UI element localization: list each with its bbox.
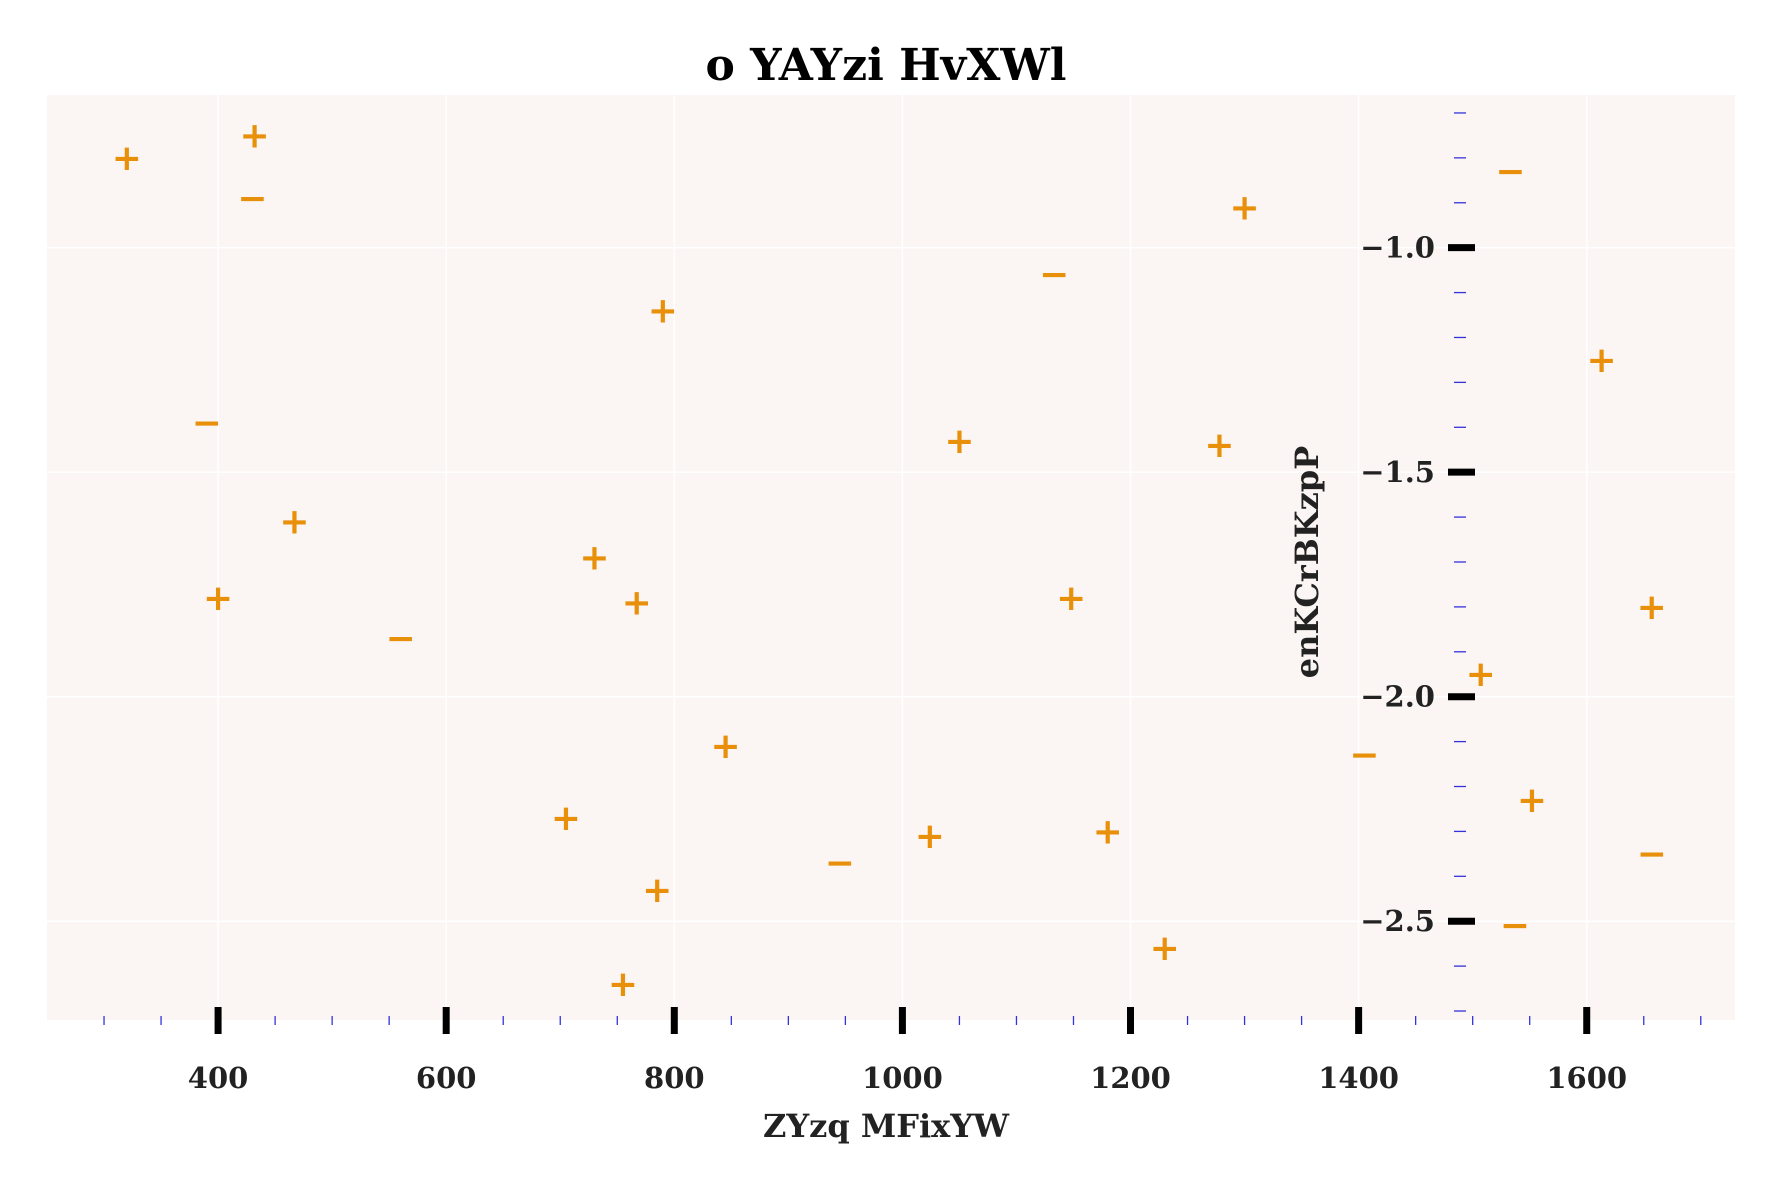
- plus-marker: +: [579, 538, 609, 579]
- plus-marker: +: [1093, 811, 1123, 852]
- minus-marker: −: [1039, 255, 1069, 296]
- plus-marker: +: [944, 421, 974, 462]
- x-tick-label: 600: [416, 1061, 477, 1095]
- plus-marker: +: [239, 115, 269, 156]
- y-tick-label: −2.5: [1360, 904, 1435, 938]
- minus-marker: −: [1495, 151, 1525, 192]
- x-tick-label: 1600: [1546, 1061, 1627, 1095]
- plus-marker: +: [1517, 780, 1547, 821]
- plus-marker: +: [551, 798, 581, 839]
- minus-marker: −: [1349, 735, 1379, 776]
- plus-marker: +: [608, 964, 638, 1005]
- x-tick-label: 1000: [862, 1061, 943, 1095]
- plus-marker: +: [642, 870, 672, 911]
- x-tick-label: 800: [644, 1061, 705, 1095]
- y-axis-ticks: −1.0 −1.5 −2.0 −2.5: [1360, 112, 1475, 1012]
- plus-marker: +: [1056, 578, 1086, 619]
- minus-marker: −: [1637, 834, 1667, 875]
- y-tick-label: −2.0: [1360, 680, 1435, 714]
- minus-marker: −: [192, 403, 222, 444]
- plot-background: [47, 95, 1735, 1020]
- chart-title: o YAYzi HvXWl: [705, 40, 1066, 91]
- x-tick-label: 1400: [1318, 1061, 1399, 1095]
- plus-marker: +: [1150, 928, 1180, 969]
- data-points: + + − − + + − + + + + + + + − + + − + + + + + − − + + + − + −: [112, 115, 1667, 1005]
- minus-marker: −: [237, 178, 267, 219]
- x-tick-label: 400: [188, 1061, 249, 1095]
- plus-marker: +: [1586, 340, 1616, 381]
- plus-marker: +: [1466, 654, 1496, 695]
- plus-marker: +: [915, 816, 945, 857]
- plus-marker: +: [112, 138, 142, 179]
- plus-marker: +: [1637, 587, 1667, 628]
- minus-marker: −: [825, 843, 855, 884]
- plus-marker: +: [622, 582, 652, 623]
- y-axis-label: enKCrBKzpP: [1288, 446, 1326, 678]
- plus-marker: +: [711, 726, 741, 767]
- y-tick-label: −1.5: [1360, 455, 1435, 489]
- x-axis-label: ZYzq MFixYW: [763, 1107, 1010, 1145]
- plus-marker: +: [1204, 425, 1234, 466]
- minus-marker: −: [385, 618, 415, 659]
- x-tick-label: 1200: [1090, 1061, 1171, 1095]
- x-axis-ticks: 400 600 800 1000 1200 1400 1600: [103, 1007, 1702, 1095]
- plus-marker: +: [1229, 187, 1259, 228]
- plus-marker: +: [648, 291, 678, 332]
- plus-marker: +: [203, 578, 233, 619]
- plus-marker: +: [279, 502, 309, 543]
- minus-marker: −: [1500, 906, 1530, 947]
- y-tick-label: −1.0: [1360, 231, 1435, 265]
